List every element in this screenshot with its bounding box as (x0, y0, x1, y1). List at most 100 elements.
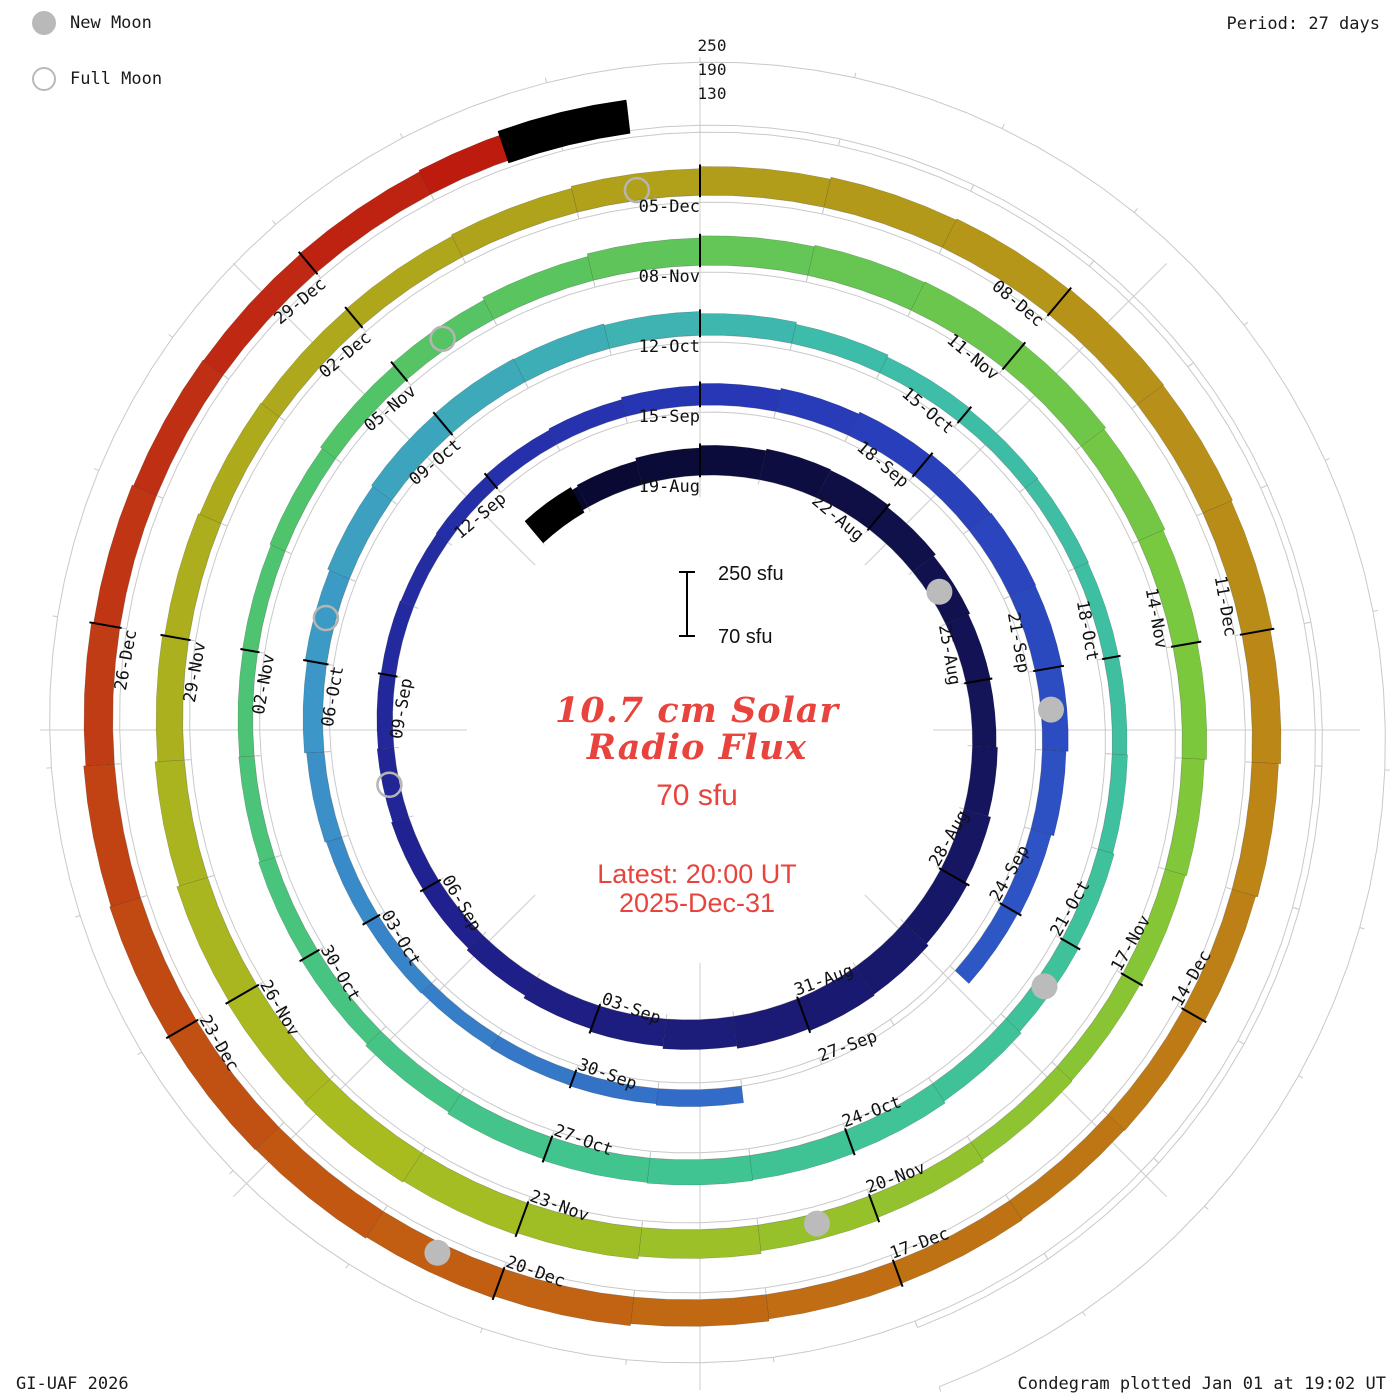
outer-day-tick (345, 1263, 350, 1269)
latest-time: Latest: 20:00 UT (597, 859, 797, 889)
segment-separator (938, 867, 970, 887)
flux-bar (466, 934, 538, 997)
outer-day-tick (938, 1386, 942, 1392)
segment-separator (867, 1193, 881, 1223)
outer-day-tick (625, 1359, 627, 1365)
segment-separator (165, 1018, 199, 1040)
baseline-day-tick (1294, 907, 1300, 910)
outer-day-tick (772, 1357, 775, 1363)
baseline-day-tick (349, 578, 355, 582)
outer-day-tick (1298, 1075, 1304, 1079)
baseline-day-tick (1005, 595, 1011, 599)
baseline-day-tick (967, 1137, 972, 1143)
segment-separator (514, 1201, 530, 1238)
radial-axis-tick-190: 190 (697, 60, 727, 79)
flux-bar (199, 402, 280, 524)
baseline-day-tick (900, 918, 905, 923)
flux-bar (1024, 478, 1089, 569)
baseline-day-tick (1069, 568, 1075, 571)
flux-bar (513, 323, 610, 383)
baseline-day-tick (278, 416, 284, 421)
new-moon-marker (1038, 696, 1064, 723)
baseline-day-tick (1160, 867, 1166, 870)
flux-bar (699, 166, 831, 208)
moon-markers (312, 176, 1064, 1266)
end-caps (497, 99, 631, 544)
segment-separator (1059, 937, 1081, 951)
segment-separator (240, 648, 260, 654)
flux-bar (450, 187, 578, 258)
baseline-day-tick (657, 1083, 660, 1089)
segment-separator (1181, 1007, 1207, 1024)
flux-bar (325, 836, 379, 925)
flux-bar (1003, 344, 1107, 447)
current-flux-value: 70 sfu (656, 779, 738, 812)
flux-bar (176, 877, 258, 1003)
flux-bar (306, 751, 343, 843)
legend-new-moon: New Moon (32, 10, 162, 36)
baseline-day-tick (335, 458, 340, 463)
segment-separator (796, 996, 812, 1034)
baseline-day-tick (391, 499, 396, 504)
outer-day-tick (272, 220, 277, 225)
segment-separator (891, 1259, 904, 1288)
flux-bar (775, 388, 860, 436)
segment-separator (1239, 627, 1275, 636)
baseline-day-tick (790, 343, 793, 349)
baseline-day-tick (1103, 1111, 1109, 1116)
segment-separator (999, 902, 1022, 917)
baseline-day-tick (764, 1289, 767, 1295)
baseline-day-tick (329, 1075, 334, 1080)
outer-day-tick (854, 72, 857, 78)
flux-bar (1136, 384, 1233, 514)
flux-bar (970, 1066, 1073, 1161)
baseline-day-tick (587, 506, 591, 512)
flux-bar (380, 600, 415, 677)
segment-separator (1102, 654, 1121, 661)
flux-bar (434, 358, 526, 434)
radial-axis-tick-250: 250 (697, 36, 727, 55)
flux-bar (154, 759, 208, 887)
baseline-day-tick (493, 319, 497, 324)
flux-bar (269, 448, 336, 552)
scale-top-label: 250 sfu (718, 563, 784, 585)
baseline-day-tick (773, 411, 776, 417)
baseline-day-tick (813, 497, 818, 503)
baseline-day-tick (380, 1027, 385, 1032)
flux-bar (733, 998, 810, 1049)
new-moon-label: New Moon (70, 13, 152, 33)
baseline-day-tick (1305, 621, 1312, 624)
segment-separator (588, 1003, 602, 1034)
segment-separator (299, 948, 320, 963)
scale-bottom-label: 70 sfu (718, 626, 773, 648)
segment-separator (911, 452, 934, 478)
segment-separator (297, 251, 319, 275)
segment-separator (419, 878, 442, 893)
legend-full-moon: Full Moon (32, 66, 162, 92)
flux-bar (490, 1035, 576, 1086)
flux-bar (1164, 757, 1205, 877)
segment-separator (483, 472, 499, 490)
baseline-day-tick (641, 1222, 643, 1228)
baseline-day-tick (609, 348, 612, 354)
baseline-day-tick (592, 280, 596, 286)
flux-scale-bar (679, 571, 695, 637)
outer-day-tick (1359, 927, 1365, 930)
segment-separator (1120, 972, 1144, 987)
baseline-day-tick (284, 550, 290, 554)
date-label: 05-Dec (639, 197, 700, 217)
new-moon-marker (1031, 973, 1058, 1000)
segment-separator (964, 677, 993, 685)
outer-day-tick (93, 468, 99, 472)
flux-bar (765, 1261, 903, 1320)
flux-bar (1030, 749, 1067, 837)
date-label: 15-Sep (639, 407, 700, 427)
date-label: 08-Nov (639, 267, 700, 287)
flux-bar (699, 313, 797, 344)
baseline-day-tick (908, 309, 912, 315)
date-label: 19-Aug (639, 477, 700, 497)
full-moon-marker (429, 325, 456, 352)
baseline-day-tick (951, 966, 956, 972)
baseline-day-tick (207, 875, 213, 878)
